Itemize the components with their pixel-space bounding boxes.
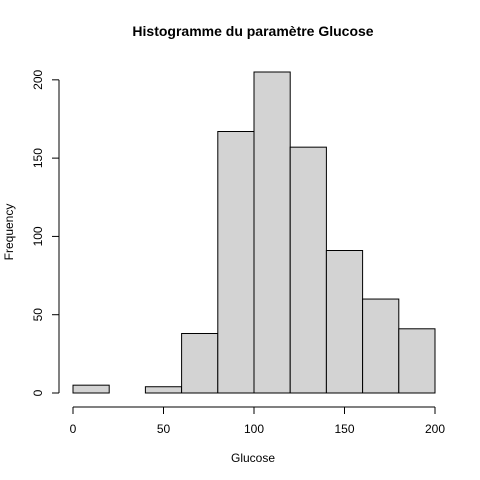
chart-title: Histogramme du paramètre Glucose (132, 23, 373, 39)
x-tick-label-3: 150 (334, 422, 354, 436)
y-tick-label-3: 150 (31, 148, 45, 168)
x-tick-label-1: 50 (157, 422, 171, 436)
y-tick-label-1: 50 (31, 308, 45, 322)
y-axis: 0 50 100 150 200 (31, 69, 60, 396)
histogram-bar-5 (253, 71, 291, 394)
x-axis: 0 50 100 150 200 (70, 406, 445, 436)
histogram-bar-0 (72, 384, 110, 394)
histogram-bar-7 (325, 250, 364, 394)
bars-group (72, 71, 436, 394)
histogram-bar-6 (289, 146, 327, 394)
x-tick-label-4: 200 (425, 422, 445, 436)
x-axis-label: Glucose (231, 451, 275, 465)
histogram-bar-9 (398, 328, 436, 394)
y-tick-label-2: 100 (31, 226, 45, 246)
histogram-bar-2 (144, 386, 183, 394)
x-tick-label-0: 0 (70, 422, 77, 436)
y-tick-label-0: 0 (31, 389, 45, 396)
y-tick-label-4: 200 (31, 69, 45, 89)
histogram-bar-8 (362, 298, 400, 394)
y-axis-label: Frequency (2, 204, 16, 261)
x-tick-label-2: 100 (244, 422, 264, 436)
histogram-bar-3 (181, 332, 219, 394)
histogram-bar-4 (217, 131, 255, 394)
